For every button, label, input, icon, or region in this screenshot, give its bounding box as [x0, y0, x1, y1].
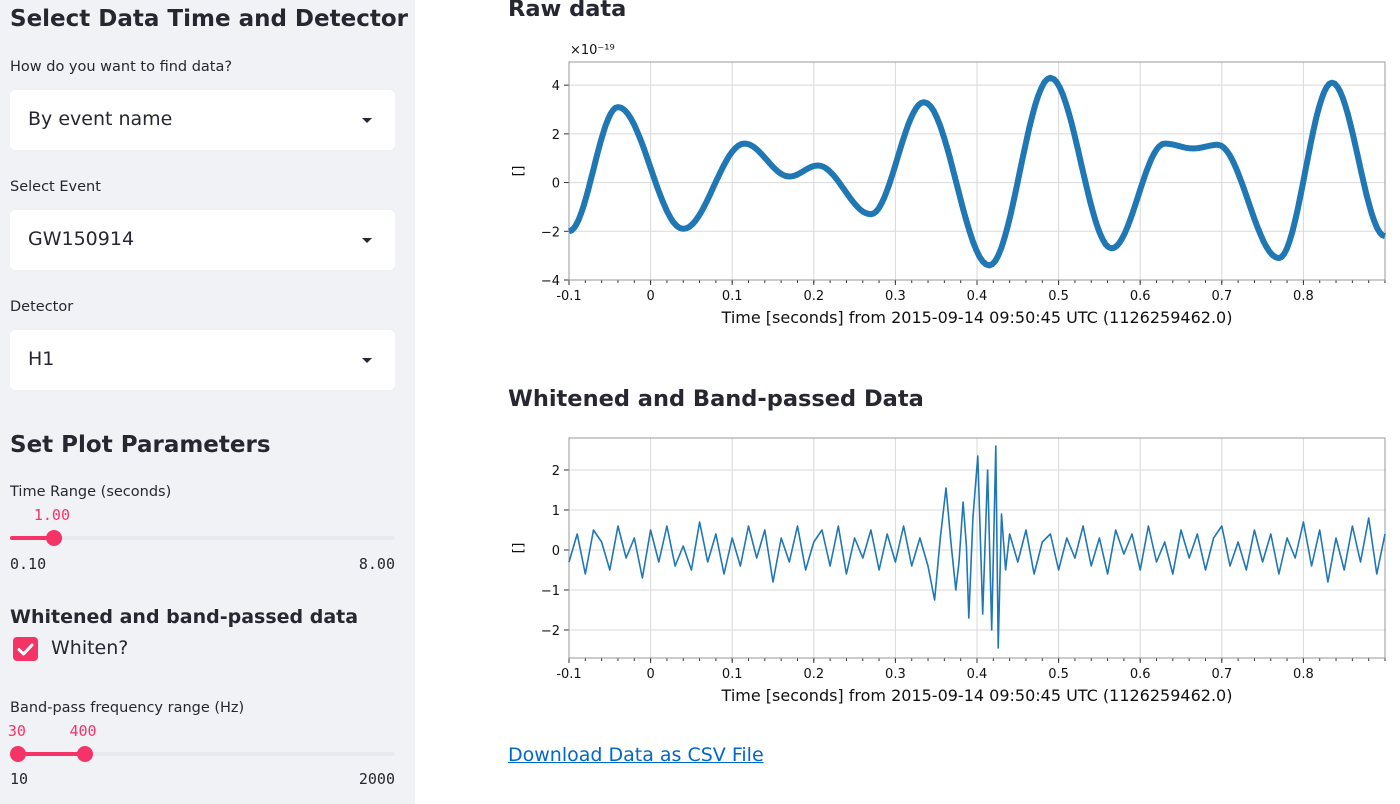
y-offset-label: ×10⁻¹⁹: [570, 43, 615, 58]
bandpass-low-thumb[interactable]: [9, 746, 26, 762]
plot-frame: [568, 61, 1386, 281]
time-range-fill: [10, 536, 54, 540]
data-line: [568, 445, 1386, 649]
find-method-value: By event name: [28, 108, 173, 130]
x-tick-label: 0.4: [967, 667, 988, 682]
bandpass-label: Band-pass frequency range (Hz): [10, 700, 245, 716]
time-range-slider[interactable]: [10, 530, 395, 546]
whitened-data-heading: Whitened and Band-passed Data: [508, 386, 924, 412]
x-tick-label: 0.2: [803, 667, 824, 682]
bandpass-high-value: 400: [69, 722, 97, 740]
time-range-value: 1.00: [33, 506, 70, 524]
bandpass-min: 10: [10, 770, 29, 788]
bandpass-slider[interactable]: [9, 746, 395, 762]
raw-data-heading: Raw data: [508, 0, 627, 22]
x-tick-label: 0.2: [803, 289, 824, 304]
bandpass-high-thumb[interactable]: [77, 746, 94, 762]
x-tick-label: -0.1: [556, 667, 581, 682]
x-tick-label: 0.5: [1048, 667, 1069, 682]
sidebar-title: Select Data Time and Detector: [10, 6, 408, 32]
y-tick-label: 2: [552, 128, 560, 143]
raw-data-chart: -0.1 0 0.1 0.2 0.3 0.4 0.5 0.6 0.7 0.8 −4 −2 0 2 4 Time…: [511, 43, 1387, 327]
x-tick-label: 0.1: [722, 667, 743, 682]
event-select[interactable]: GW150914: [10, 210, 395, 270]
chevron-down-icon: [362, 118, 372, 123]
data-line: [568, 74, 1387, 269]
x-tick-label: 0.4: [967, 289, 988, 304]
event-value: GW150914: [28, 228, 135, 250]
x-tick-label: 0.1: [722, 289, 743, 304]
y-tick-label: 4: [552, 79, 560, 94]
checkmark-icon: [17, 643, 34, 656]
x-tick-label: 0.7: [1211, 667, 1232, 682]
x-tick-label: 0.8: [1293, 289, 1314, 304]
sidebar: Select Data Time and Detector How do you…: [0, 0, 415, 804]
y-tick-label: −1: [541, 584, 560, 599]
x-axis-label: Time [seconds] from 2015-09-14 09:50:45 …: [721, 308, 1233, 327]
bandpass-max: 2000: [358, 770, 395, 788]
event-label: Select Event: [10, 179, 101, 195]
x-tick-label: 0.6: [1130, 667, 1151, 682]
y-tick-label: 0: [552, 544, 560, 559]
find-method-label: How do you want to find data?: [10, 59, 233, 75]
y-tick-label: −4: [541, 274, 560, 289]
plot-params-title: Set Plot Parameters: [10, 432, 271, 458]
y-tick-label: −2: [541, 225, 560, 240]
x-tick-label: 0.7: [1211, 289, 1232, 304]
whiten-section-title: Whitened and band-passed data: [10, 606, 359, 628]
whiten-checkbox[interactable]: [13, 637, 38, 661]
plot-frame: [568, 437, 1386, 659]
detector-value: H1: [28, 348, 55, 370]
x-tick-label: 0.5: [1048, 289, 1069, 304]
y-tick-label: 1: [552, 504, 560, 519]
x-tick-label: 0.8: [1293, 667, 1314, 682]
x-tick-label: 0.3: [885, 289, 906, 304]
whiten-checkbox-label: Whiten?: [51, 637, 129, 659]
chevron-down-icon: [362, 238, 372, 243]
detector-label: Detector: [10, 299, 74, 315]
y-tick-label: 2: [552, 464, 560, 479]
x-tick-label: -0.1: [556, 289, 581, 304]
time-range-max: 8.00: [358, 555, 395, 573]
bandpass-low-value: 30: [7, 722, 26, 740]
detector-select[interactable]: H1: [10, 330, 395, 390]
y-tick-label: 0: [552, 177, 560, 192]
y-axis-label: []: [511, 543, 527, 554]
find-method-select[interactable]: By event name: [10, 90, 395, 150]
x-tick-label: 0.3: [885, 667, 906, 682]
x-axis-label: Time [seconds] from 2015-09-14 09:50:45 …: [721, 686, 1233, 705]
chevron-down-icon: [362, 358, 372, 363]
bandpass-fill: [13, 752, 86, 756]
x-tick-label: 0: [646, 289, 654, 304]
x-tick-label: 0.6: [1130, 289, 1151, 304]
y-tick-label: −2: [541, 624, 560, 639]
time-range-label: Time Range (seconds): [10, 484, 172, 500]
download-csv-link[interactable]: Download Data as CSV File: [508, 744, 764, 766]
time-range-min: 0.10: [10, 555, 47, 573]
whitened-data-chart: -0.1 0 0.1 0.2 0.3 0.4 0.5 0.6 0.7 0.8 −2 −1 0 1 2 Time…: [511, 437, 1386, 705]
x-tick-label: 0: [646, 667, 654, 682]
time-range-thumb[interactable]: [45, 530, 62, 546]
y-axis-label: []: [511, 166, 527, 177]
